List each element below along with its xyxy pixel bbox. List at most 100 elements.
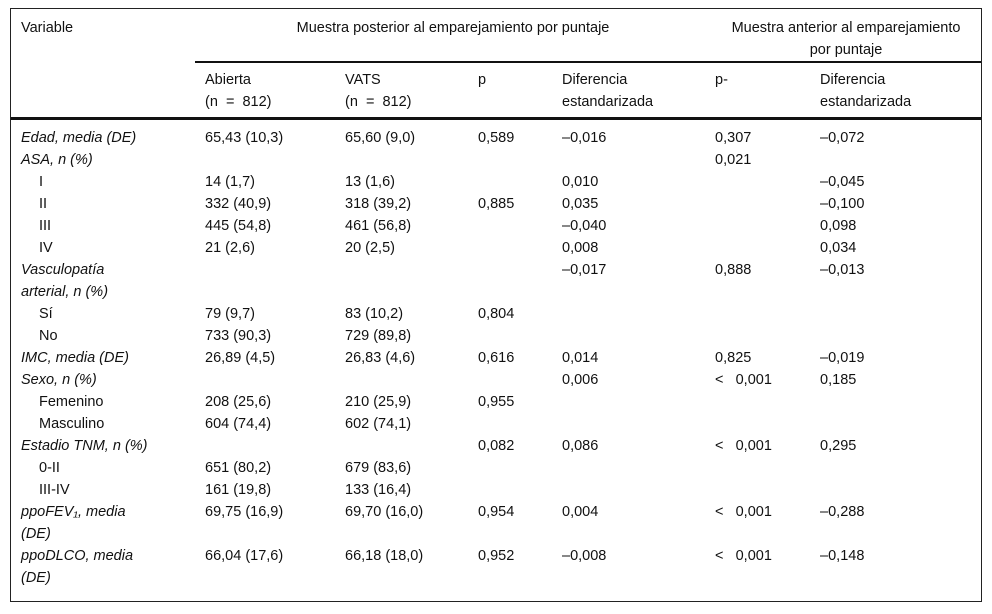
cell-diferencia-estandarizada-posterior <box>552 325 705 347</box>
cell-diferencia-estandarizada-anterior: –0,019 <box>820 350 865 366</box>
column-header-p-posterior: p <box>468 62 552 120</box>
cell-abierta <box>195 259 335 303</box>
cell-diferencia-estandarizada-posterior: –0,017 <box>562 262 607 278</box>
cell-vats: 83 (10,2) <box>345 306 404 322</box>
cell-vats: 26,83 (4,6) <box>345 350 416 366</box>
patient-characteristics-table: Variable Muestra posterior al emparejami… <box>11 9 981 601</box>
row-label: Vasculopatía arterial, n (%) <box>21 262 109 300</box>
cell-diferencia-estandarizada-posterior <box>552 413 705 435</box>
cell-vats <box>335 149 468 171</box>
cell-p-anterior: < 0,001 <box>715 372 772 388</box>
cell-p-anterior <box>705 303 810 325</box>
cell-p-posterior <box>468 149 552 171</box>
cell-vats: 66,18 (18,0) <box>345 548 424 564</box>
cell-diferencia-estandarizada-posterior <box>552 149 705 171</box>
cell-vats: 602 (74,1) <box>345 416 412 432</box>
cell-abierta: 733 (90,3) <box>205 328 272 344</box>
table-row: ppoDLCO, media (DE) 66,04 (17,6) 66,18 (18… <box>11 545 981 601</box>
cell-diferencia-estandarizada-posterior <box>552 303 705 325</box>
cell-p-posterior: 0,885 <box>478 196 515 212</box>
cell-diferencia-estandarizada-anterior: –0,288 <box>820 504 865 520</box>
table-row: Sí 79 (9,7) 83 (10,2) 0,804 <box>11 303 981 325</box>
group-header-anterior-matching: Muestra anterior al emparejamiento por p… <box>705 9 981 63</box>
cell-p-anterior: 0,021 <box>715 152 752 168</box>
row-label: ppoDLCO, media (DE) <box>21 548 134 586</box>
cell-diferencia-estandarizada-posterior: 0,008 <box>562 240 599 256</box>
cell-diferencia-estandarizada-anterior: –0,072 <box>820 130 865 146</box>
cell-vats: 461 (56,8) <box>345 218 412 234</box>
cell-vats: 13 (1,6) <box>345 174 395 190</box>
cell-diferencia-estandarizada-posterior: –0,008 <box>562 548 607 564</box>
cell-diferencia-estandarizada-anterior: –0,045 <box>820 174 865 190</box>
row-label: Estadio TNM, n (%) <box>21 438 148 454</box>
cell-diferencia-estandarizada-posterior: 0,086 <box>562 438 599 454</box>
cell-p-anterior: < 0,001 <box>715 504 772 520</box>
cell-diferencia-estandarizada-posterior: 0,010 <box>562 174 599 190</box>
cell-diferencia-estandarizada-anterior: –0,013 <box>820 262 865 278</box>
cell-p-posterior <box>468 215 552 237</box>
cell-vats: 679 (83,6) <box>345 460 412 476</box>
column-header-p-anterior: p- <box>705 62 811 120</box>
column-header-diferencia-estandarizada-posterior: Diferencia estandarizada <box>552 62 706 120</box>
row-label: 0-II <box>39 460 60 476</box>
cell-vats: 69,70 (16,0) <box>345 504 424 520</box>
cell-diferencia-estandarizada-anterior <box>810 325 981 347</box>
cell-p-posterior <box>468 457 552 479</box>
column-header-abierta: Abierta (n = 812) <box>195 62 335 120</box>
cell-diferencia-estandarizada-posterior: –0,016 <box>562 130 607 146</box>
table-row: No 733 (90,3) 729 (89,8) <box>11 325 981 347</box>
cell-diferencia-estandarizada-anterior: –0,100 <box>820 196 865 212</box>
table-row: 0-II 651 (80,2) 679 (83,6) <box>11 457 981 479</box>
cell-abierta <box>195 149 335 171</box>
row-label: ppoFEV₁, media (DE) <box>21 504 126 542</box>
cell-diferencia-estandarizada-posterior: 0,014 <box>562 350 599 366</box>
cell-abierta: 445 (54,8) <box>205 218 272 234</box>
cell-diferencia-estandarizada-anterior <box>810 479 981 501</box>
table-row: III 445 (54,8) 461 (56,8) –0,040 0,098 <box>11 215 981 237</box>
cell-p-anterior <box>705 391 810 413</box>
cell-diferencia-estandarizada-anterior <box>810 149 981 171</box>
cell-abierta: 208 (25,6) <box>205 394 272 410</box>
table-row: Femenino 208 (25,6) 210 (25,9) 0,955 <box>11 391 981 413</box>
cell-diferencia-estandarizada-anterior <box>810 391 981 413</box>
cell-p-posterior: 0,954 <box>478 504 515 520</box>
row-label: Masculino <box>39 416 105 432</box>
cell-abierta: 161 (19,8) <box>205 482 272 498</box>
table-row: IMC, media (DE) 26,89 (4,5) 26,83 (4,6) 0,6… <box>11 347 981 369</box>
cell-diferencia-estandarizada-anterior: 0,295 <box>820 438 857 454</box>
sub-header-row: Abierta (n = 812) VATS (n = 812) p Difer… <box>11 62 981 120</box>
table-row: Edad, media (DE) 65,43 (10,3) 65,60 (9,0) 0… <box>11 119 981 150</box>
cell-diferencia-estandarizada-anterior <box>810 413 981 435</box>
group-header-row: Variable Muestra posterior al emparejami… <box>11 9 981 120</box>
cell-abierta <box>195 435 335 457</box>
cell-abierta: 651 (80,2) <box>205 460 272 476</box>
cell-p-posterior <box>468 171 552 193</box>
cell-diferencia-estandarizada-anterior: 0,185 <box>820 372 857 388</box>
cell-diferencia-estandarizada-anterior: 0,034 <box>820 240 857 256</box>
table-row: I 14 (1,7) 13 (1,6) 0,010 –0,045 <box>11 171 981 193</box>
row-label: III-IV <box>39 482 70 498</box>
cell-p-anterior <box>705 325 810 347</box>
column-header-diferencia-estandarizada-anterior: Diferencia estandarizada <box>810 62 981 120</box>
cell-diferencia-estandarizada-anterior: –0,148 <box>820 548 865 564</box>
table-row: II 332 (40,9) 318 (39,2) 0,885 0,035 –0,100 <box>11 193 981 215</box>
cell-p-anterior <box>705 413 810 435</box>
cell-diferencia-estandarizada-anterior <box>810 457 981 479</box>
cell-abierta: 65,43 (10,3) <box>205 130 284 146</box>
cell-vats <box>335 435 468 457</box>
row-label: Sexo, n (%) <box>21 372 97 388</box>
cell-vats: 20 (2,5) <box>345 240 395 256</box>
cell-abierta: 69,75 (16,9) <box>205 504 284 520</box>
table-frame: Variable Muestra posterior al emparejami… <box>10 8 982 602</box>
cell-vats: 210 (25,9) <box>345 394 412 410</box>
row-label: No <box>39 328 58 344</box>
cell-abierta <box>195 369 335 391</box>
cell-vats <box>335 369 468 391</box>
cell-abierta: 21 (2,6) <box>205 240 255 256</box>
cell-p-anterior: < 0,001 <box>715 548 772 564</box>
cell-p-posterior: 0,616 <box>478 350 515 366</box>
group-header-posterior-matching: Muestra posterior al emparejamiento por … <box>195 9 706 63</box>
table-header: Variable Muestra posterior al emparejami… <box>11 9 981 120</box>
cell-p-posterior <box>468 325 552 347</box>
